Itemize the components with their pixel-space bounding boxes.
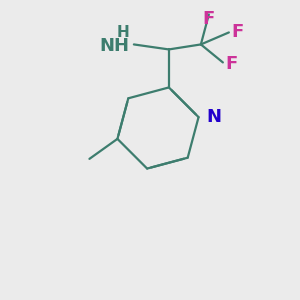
Text: F: F [232, 23, 244, 41]
Text: H: H [117, 25, 130, 40]
Text: NH: NH [100, 38, 130, 56]
Text: F: F [226, 56, 238, 74]
Text: F: F [203, 11, 215, 28]
Text: N: N [207, 108, 222, 126]
